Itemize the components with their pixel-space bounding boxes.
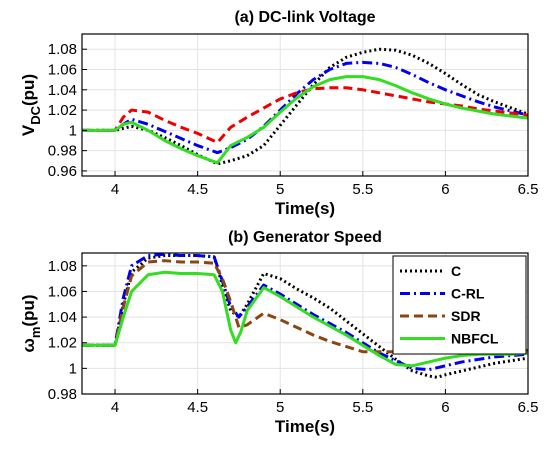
chart1-ytick-label-1-04: 1.04 [48, 309, 77, 326]
chart1-ytick-label-1: 1 [69, 360, 77, 377]
chart1-legend-label-sdr: SDR [451, 308, 481, 324]
chart1-ylabel: ωm(pu) [19, 294, 43, 352]
chart1-xlabel: Time(s) [275, 417, 335, 436]
panel-generator-speed: 4 4.5 5 5.5 6 6.5 0.98 1 1.02 1.04 1.06 1.08 (b) Gen… [19, 229, 538, 436]
chart0-title: (a) DC-link Voltage [234, 9, 375, 26]
chart0-xtick-label-4: 4 [111, 181, 119, 198]
chart1-ytick-label-1-08: 1.08 [48, 258, 77, 275]
chart0-xtick-label-5-5: 5.5 [352, 181, 373, 198]
chart1-legend-label-c: C [451, 263, 461, 279]
chart1-title: (b) Generator Speed [228, 229, 382, 246]
chart1-xtick-label-6-5: 6.5 [518, 399, 539, 416]
chart0-xtick-label-6-5: 6.5 [518, 181, 539, 198]
chart1-ytick-label-1-02: 1.02 [48, 335, 77, 352]
chart0-series-4-line [82, 75, 528, 165]
chart1-legend-label-c-rl: C-RL [451, 286, 485, 302]
panel-dc-link-voltage: 4 4.5 5 5.5 6 6.5 0.96 0.98 1 1.02 1.04 1.06 1.08 (a)… [19, 9, 538, 218]
chart1-series-nbfcl-line [82, 270, 528, 368]
chart1-series-c-line [82, 254, 528, 379]
chart0-xlabel: Time(s) [275, 199, 335, 218]
chart1-series-c-rl-line [82, 253, 528, 372]
chart1-xtick-label-6: 6 [441, 399, 449, 416]
chart1-ytick-label-0-98: 0.98 [48, 386, 77, 403]
chart0-xtick-label-6: 6 [441, 181, 449, 198]
chart1-xtick-label-4-5: 4.5 [187, 399, 208, 416]
chart0-xtick-label-5: 5 [276, 181, 284, 198]
chart1-xtick-label-5: 5 [276, 399, 284, 416]
chart0-ylabel: VDC(pu) [19, 74, 43, 136]
chart1-axes-box [81, 252, 529, 395]
chart0-xtick-label-4-5: 4.5 [187, 181, 208, 198]
chart1-legend-label-nbfcl: NBFCL [451, 331, 499, 347]
chart0-ytick-label-1-04: 1.04 [48, 82, 77, 99]
chart1-xtick-label-5-5: 5.5 [352, 399, 373, 416]
chart0-ytick-label-1-06: 1.06 [48, 62, 77, 79]
chart0-ytick-label-0-98: 0.98 [48, 143, 77, 160]
chart1-ytick-label-1-06: 1.06 [48, 283, 77, 300]
chart0-ytick-label-1: 1 [69, 122, 77, 139]
chart0-ytick-label-1-02: 1.02 [48, 102, 77, 119]
chart0-axes-box [81, 33, 529, 177]
chart0-ytick-label-1-08: 1.08 [48, 41, 77, 58]
chart1-xtick-label-4: 4 [111, 399, 119, 416]
chart0-ytick-label-0-96: 0.96 [48, 163, 77, 180]
